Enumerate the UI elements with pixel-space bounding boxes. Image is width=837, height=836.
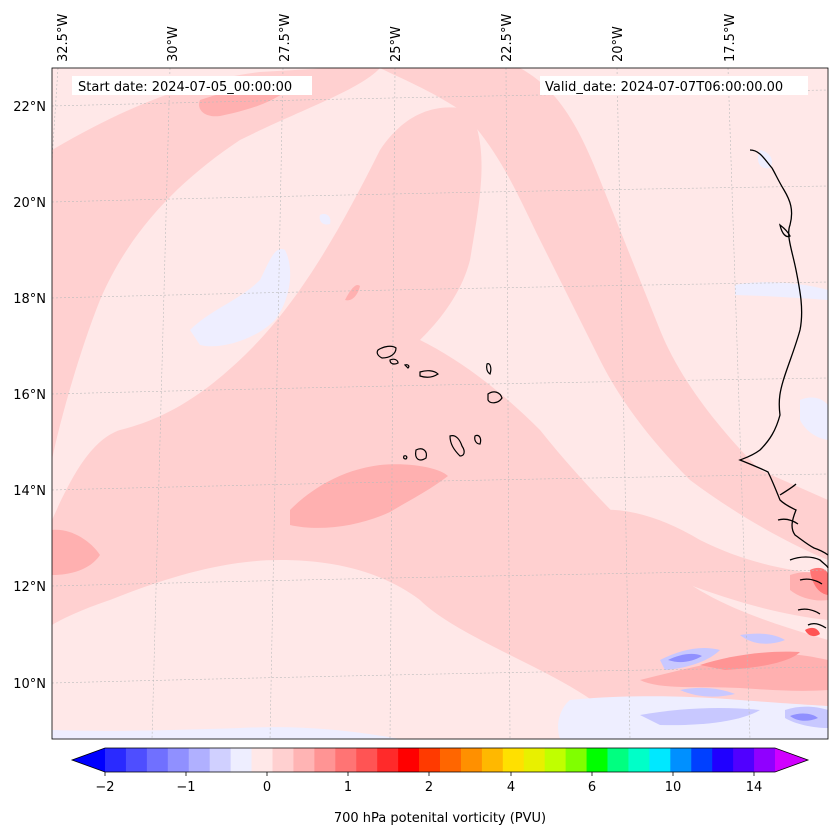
colorbar-cell (649, 748, 671, 772)
colorbar-cell (670, 748, 692, 772)
latitude-labels: 22°N 20°N 18°N 16°N 14°N 12°N 10°N (13, 100, 46, 692)
colorbar-tick-label: 6 (588, 780, 596, 795)
valid-date-label: Valid_date: 2024-07-07T06:00:00.00 (545, 80, 783, 95)
island-maio (474, 434, 482, 445)
colorbar-cell (481, 748, 504, 772)
colorbar-cell (460, 748, 483, 772)
colorbar-cell (293, 748, 315, 772)
colorbar-ticks (104, 772, 755, 776)
colorbar-cell (502, 748, 525, 772)
colorbar-tick-label: 4 (507, 780, 515, 795)
colorbar-tick-labels: −2 −1 0 1 2 4 6 10 14 (95, 780, 762, 795)
pv-contours-strong (668, 567, 828, 721)
cabo-verde-islands (376, 345, 503, 461)
colorbar-cell (314, 748, 336, 772)
colorbar-tick-label: 0 (263, 780, 271, 795)
colorbar-cell (230, 748, 253, 772)
map-frame (51, 67, 829, 740)
lat-label: 18°N (13, 292, 46, 307)
island-sao-nicolau (419, 370, 439, 378)
colorbar-title: 700 hPa potenital vorticity (PVU) (334, 811, 546, 826)
colorbar-cell (398, 748, 420, 772)
map-panel: Start date: 2024-07-05_00:00:00 Valid_da… (51, 67, 829, 740)
island-fogo (415, 448, 427, 461)
colorbar-tick-label: 1 (344, 780, 352, 795)
lon-label: 20°W (611, 26, 626, 62)
colorbar-cell (335, 748, 357, 772)
colorbar-extend-min (72, 748, 105, 772)
colorbar-cell (523, 748, 546, 772)
colorbar-tick-label: 10 (665, 780, 682, 795)
lat-label: 16°N (13, 388, 46, 403)
colorbar-cell (419, 748, 441, 772)
colorbar-cell (167, 748, 190, 772)
colorbar-cell (125, 748, 148, 772)
island-santiago (449, 435, 465, 457)
colorbar-cell (356, 748, 378, 772)
lon-label: 27.5°W (278, 14, 293, 62)
colorbar-tick-label: 2 (425, 780, 433, 795)
lon-label: 17.5°W (723, 14, 738, 62)
colorbar-cell (105, 748, 127, 772)
colorbar-cell (440, 748, 462, 772)
colorbar-cell (565, 748, 588, 772)
colorbar-cell (712, 748, 734, 772)
colorbar: −2 −1 0 1 2 4 6 10 14 700 hPa potenital … (70, 747, 810, 826)
lat-label: 12°N (13, 580, 46, 595)
coastline (738, 149, 829, 629)
lat-label: 14°N (13, 484, 46, 499)
lon-label: 25°W (389, 26, 404, 62)
colorbar-cell (146, 748, 169, 772)
lon-label: 32.5°W (56, 14, 71, 62)
longitude-labels: 32.5°W 30°W 27.5°W 25°W 22.5°W 20°W 17.5… (56, 14, 738, 62)
valid-date-box (540, 76, 808, 95)
colorbar-cell (691, 748, 713, 772)
colorbar-cell (272, 748, 294, 772)
colorbar-cells (105, 748, 776, 772)
colorbar-cell (377, 748, 399, 772)
colorbar-cell (628, 748, 650, 772)
colorbar-cell (544, 748, 567, 772)
lon-label: 22.5°W (500, 14, 515, 62)
start-date-box (72, 76, 312, 95)
island-santo-antao (376, 345, 397, 359)
island-brava (403, 455, 408, 460)
colorbar-tick-label: −2 (95, 780, 114, 795)
colorbar-tick-label: 14 (746, 780, 763, 795)
colorbar-cell (209, 748, 232, 772)
colorbar-tick-label: −1 (176, 780, 195, 795)
colorbar-cell (251, 748, 273, 772)
island-sal (486, 363, 492, 375)
lon-label: 30°W (166, 26, 181, 62)
lat-label: 22°N (13, 100, 46, 115)
colorbar-cell (188, 748, 211, 772)
lat-label: 20°N (13, 196, 46, 211)
colorbar-cell (607, 748, 629, 772)
island-sao-vicente (389, 358, 399, 365)
start-date-label: Start date: 2024-07-05_00:00:00 (78, 80, 292, 95)
colorbar-cell (733, 748, 755, 772)
colorbar-cell (586, 748, 608, 772)
colorbar-cell (754, 748, 776, 772)
lat-label: 10°N (13, 677, 46, 692)
colorbar-extend-max (775, 748, 808, 772)
island-santa-luzia (403, 364, 410, 369)
pv-contours-light-red (52, 68, 828, 740)
island-boa-vista (487, 391, 503, 404)
